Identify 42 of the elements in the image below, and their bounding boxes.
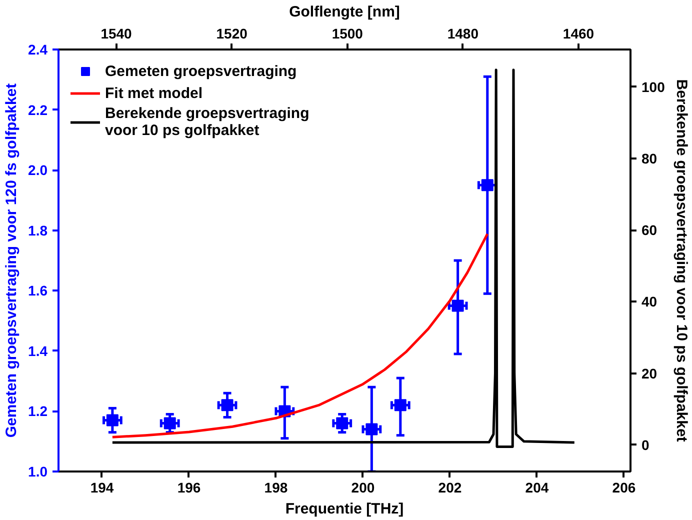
x-tick-label: 200 <box>351 480 375 496</box>
y2-tick-label: 20 <box>642 365 658 382</box>
point <box>452 300 464 312</box>
y-tick-label: 2.2 <box>28 102 48 118</box>
y2-tick-label: 80 <box>642 150 658 166</box>
legend-label: Gemeten groepsvertraging <box>105 62 297 80</box>
y2-tick-label: 0 <box>642 436 650 453</box>
y-tick-label: 1.8 <box>28 222 48 238</box>
point <box>336 417 348 430</box>
y-tick-label: 2.0 <box>28 162 48 178</box>
point <box>106 414 118 426</box>
x-tick-label: 206 <box>612 480 636 496</box>
x-tick-label: 198 <box>264 480 288 496</box>
x-tick-label: 204 <box>525 480 549 496</box>
x-axis-title: Frequentie [THz] <box>285 500 404 518</box>
x2-tick-label: 1460 <box>562 26 594 42</box>
point <box>164 417 176 430</box>
x-tick-label: 194 <box>90 480 114 496</box>
point <box>481 179 494 192</box>
point <box>366 423 378 436</box>
y-tick-label: 2.4 <box>28 42 48 58</box>
y2-tick-label: 100 <box>642 78 666 95</box>
y-axis-title: Gemeten groepsvertraging voor 120 fs golfpakket <box>3 83 20 438</box>
line-series <box>111 232 489 438</box>
x-tick-label: 196 <box>177 480 201 496</box>
point <box>394 399 406 412</box>
x2-tick-label: 1520 <box>216 26 248 42</box>
y2-tick-label: 60 <box>642 222 658 238</box>
x-tick-label: 202 <box>438 480 462 496</box>
legend-label: Berekende groepsvertraging voor 10 ps golfpakket <box>105 105 310 139</box>
point <box>221 399 234 412</box>
y2-axis-title: Berekende groepsvertraging voor 10 ps golfpakket <box>672 79 690 442</box>
x2-axis-title: Golflengte [nm] <box>289 4 400 20</box>
x2-tick-label: 1540 <box>100 26 132 42</box>
y-tick-label: 1.0 <box>28 464 48 480</box>
x2-tick-label: 1500 <box>332 26 364 42</box>
legend-label: Fit met model <box>105 84 203 102</box>
y-tick-label: 1.6 <box>28 282 48 299</box>
y-tick-label: 1.2 <box>28 403 48 420</box>
y2-tick-label: 40 <box>642 294 658 310</box>
y-tick-label: 1.4 <box>28 342 48 359</box>
x2-tick-label: 1480 <box>447 26 479 42</box>
